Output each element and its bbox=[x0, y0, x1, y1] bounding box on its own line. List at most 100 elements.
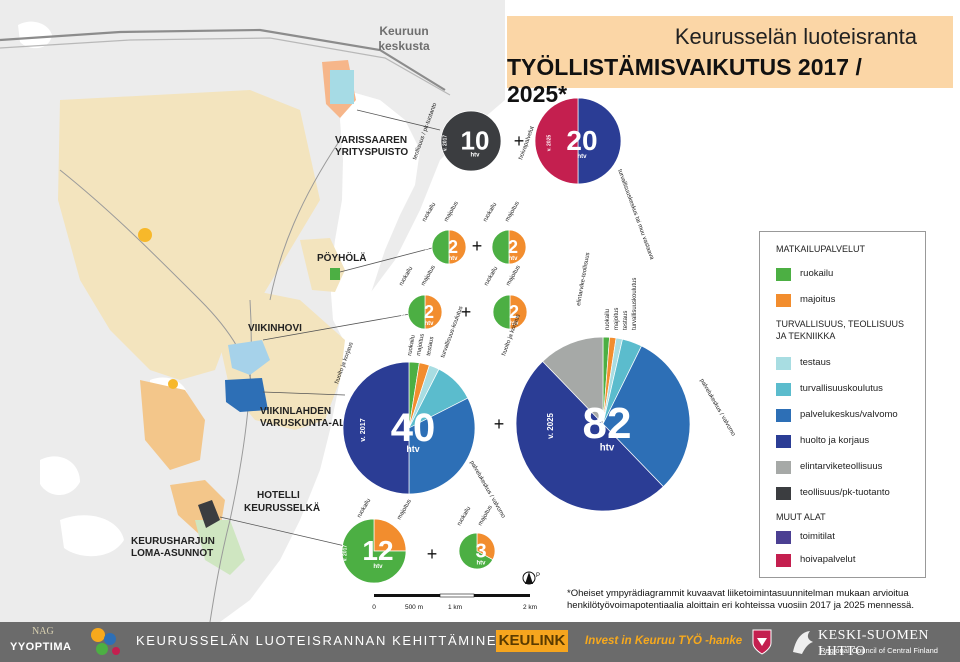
development-zone bbox=[140, 380, 205, 470]
pie-value: 2 bbox=[509, 302, 519, 322]
pie-unit: htv bbox=[373, 563, 383, 570]
pie-slice-teollisuus bbox=[440, 110, 502, 172]
pie-unit: htv bbox=[600, 442, 615, 453]
pie-year: v. 2017 bbox=[358, 418, 367, 441]
pie-value: 10 bbox=[461, 125, 490, 155]
pie-year: v. 2025 bbox=[452, 545, 458, 562]
pie-slice-hoivapalvelut bbox=[534, 97, 579, 185]
plus-sign: + bbox=[494, 414, 505, 434]
legend-heading: MUUT ALAT bbox=[776, 512, 826, 522]
pie-slice-ruokailu bbox=[431, 229, 450, 265]
site-varissaari bbox=[330, 70, 354, 104]
label-keskusta: keskusta bbox=[378, 39, 430, 53]
lake bbox=[18, 21, 52, 49]
green-zone bbox=[195, 520, 245, 575]
nag-logo: NAG bbox=[32, 626, 54, 637]
pie-slice-majoitus bbox=[373, 518, 407, 552]
plus-sign: + bbox=[461, 302, 472, 322]
site-poyhola bbox=[330, 268, 340, 280]
site-marker bbox=[168, 379, 178, 389]
road bbox=[269, 139, 341, 301]
leader-line bbox=[262, 313, 411, 341]
legend-swatch bbox=[776, 435, 791, 448]
legend-swatch bbox=[776, 383, 791, 396]
label-varissaari-2: YRITYSPUISTO bbox=[335, 147, 408, 158]
scalebar-tick: 500 m bbox=[405, 604, 423, 611]
legend-label: majoitus bbox=[800, 294, 836, 305]
site-viikinlahti bbox=[225, 378, 268, 412]
pie-value: 82 bbox=[583, 399, 632, 448]
pie-slice-ruokailu bbox=[491, 229, 510, 265]
footer-bar: NAG YYOPTIMA KEURUSSELÄN LUOTEISRANNAN K… bbox=[0, 622, 960, 662]
lake-keurusselka bbox=[330, 90, 420, 345]
pie-unit: htv bbox=[425, 321, 435, 327]
pie-unit: htv bbox=[477, 560, 487, 566]
keski-suomen-liitto-logo: KESKI-SUOMEN LIITTO bbox=[818, 628, 929, 659]
scalebar-tick: 1 km bbox=[448, 604, 462, 611]
yyoptima-logo: YYOPTIMA bbox=[10, 641, 72, 653]
legend-label: testaus bbox=[800, 357, 831, 368]
label-hotelli: HOTELLI bbox=[257, 490, 300, 501]
legend-label: ruokailu bbox=[800, 268, 834, 279]
lake bbox=[340, 335, 372, 367]
north-label: P bbox=[536, 573, 540, 579]
legend-label: teollisuus/pk-tuotanto bbox=[800, 487, 890, 498]
pie-category-label: ruokailu bbox=[605, 309, 611, 330]
pie-category-label: testaus bbox=[426, 336, 435, 356]
title-box: Keurusselän luoteisranta TYÖLLISTÄMISVAI… bbox=[507, 16, 953, 107]
legend-swatch bbox=[776, 409, 791, 422]
pie-slice-majoitus bbox=[476, 532, 496, 561]
invest-label: Invest in Keuruu TYÖ -hanke bbox=[585, 635, 743, 647]
legend-heading: TURVALLISUUS, TEOLLISUUS JA TEKNIIKKA bbox=[776, 319, 905, 341]
pie-year: v. 2017 bbox=[443, 135, 449, 152]
pie-year: v. 2017 bbox=[401, 306, 407, 323]
pie-slice-majoitus bbox=[424, 294, 443, 330]
pie-slice-ruokailu bbox=[341, 518, 407, 584]
pie-unit: htv bbox=[577, 153, 587, 160]
pie-year: v. 2025 bbox=[547, 135, 553, 152]
legend-swatch bbox=[776, 554, 791, 567]
pie-unit: htv bbox=[510, 321, 520, 327]
leader-line bbox=[356, 109, 441, 131]
plus-sign: + bbox=[472, 236, 483, 256]
leader-line bbox=[339, 247, 433, 273]
label-keurusharju-2: LOMA-ASUNNOT bbox=[131, 548, 213, 559]
legend-label: toimitilat bbox=[800, 531, 835, 542]
keuruu-crest-icon bbox=[752, 629, 772, 655]
pie-year: v. 2025 bbox=[486, 306, 492, 323]
regional-council-subtitle: Regional Council of Central Finland bbox=[820, 646, 938, 655]
scalebar-tick: 2 km bbox=[523, 604, 537, 611]
legend-label: elintarviketeollisuus bbox=[800, 461, 883, 472]
legend-label: hoivapalvelut bbox=[800, 554, 856, 565]
label-hotelli-2: KEURUSSELKÄ bbox=[244, 501, 320, 514]
plus-sign: + bbox=[514, 131, 525, 151]
legend-swatch bbox=[776, 268, 791, 281]
footnote: *Oheiset ympyrädiagrammit kuvaavat liike… bbox=[567, 588, 914, 611]
label-keurusharju: KEURUSHARJUN bbox=[131, 536, 215, 547]
pie-slice-majoitus bbox=[509, 294, 528, 330]
pie-slice-palvelukeskus bbox=[408, 397, 476, 495]
legend: MATKAILUPALVELUT ruokailu majoitus TURVALLI… bbox=[759, 231, 926, 578]
legend-swatch bbox=[776, 357, 791, 370]
site-hotelli bbox=[198, 500, 220, 528]
road bbox=[0, 37, 451, 96]
pie-value: 20 bbox=[566, 125, 597, 156]
lake bbox=[60, 515, 124, 557]
label-viikinlahti-2: VARUSKUNTA-ALUE bbox=[260, 418, 359, 429]
pie-slice-huolto bbox=[342, 361, 410, 495]
pie-value: 2 bbox=[448, 237, 458, 257]
title-location: Keurusselän luoteisranta bbox=[674, 24, 917, 49]
label-poyhola: PÖYHÖLÄ bbox=[317, 251, 366, 264]
pie-category-label: testaus bbox=[623, 311, 629, 330]
pie-year: v. 2025 bbox=[485, 241, 491, 258]
plus-sign: + bbox=[427, 544, 438, 564]
legend-swatch bbox=[776, 487, 791, 500]
page-title: TYÖLLISTÄMISVAIKUTUS 2017 / 2025* bbox=[507, 54, 862, 107]
pie-category-label: ruokailu bbox=[407, 335, 417, 357]
legend-label: palvelukeskus/valvomo bbox=[800, 409, 898, 420]
scalebar-segment bbox=[439, 593, 475, 598]
scalebar-tick: 0 bbox=[372, 604, 376, 611]
railway bbox=[0, 28, 446, 91]
legend-swatch bbox=[776, 294, 791, 307]
